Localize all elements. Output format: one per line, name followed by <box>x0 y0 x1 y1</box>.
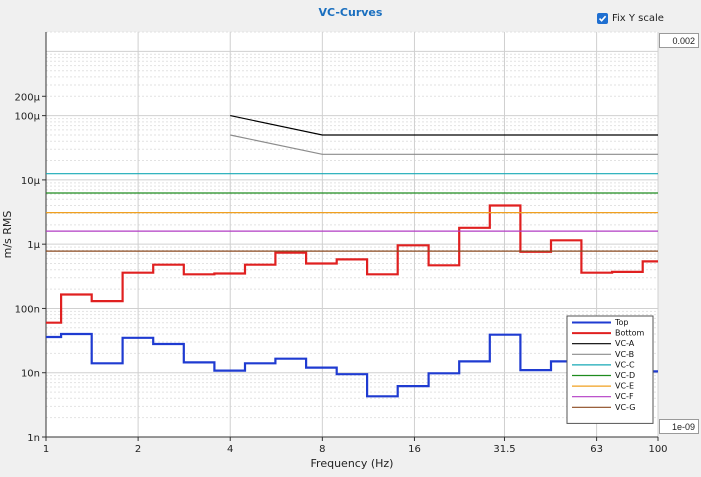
x-tick-label: 1 <box>43 444 49 455</box>
y-tick-label: 200µ <box>15 92 41 103</box>
y-min-input[interactable] <box>659 419 699 434</box>
y-tick-label: 100n <box>15 304 40 315</box>
x-tick-label: 8 <box>319 444 325 455</box>
x-tick-label: 63 <box>590 444 603 455</box>
y-tick-label: 1n <box>27 433 40 444</box>
legend-label: VC-G <box>615 403 635 412</box>
legend-label: Bottom <box>615 329 645 338</box>
series-vc-b <box>230 134 658 155</box>
legend-label: Top <box>614 318 629 327</box>
y-axis-label: m/s RMS <box>1 211 14 259</box>
x-tick-label: 16 <box>408 444 421 455</box>
x-tick-label: 100 <box>648 444 667 455</box>
x-tick-label: 4 <box>227 444 233 455</box>
legend-label: VC-E <box>615 382 634 391</box>
series-bottom <box>46 204 658 324</box>
plot-area <box>46 32 658 437</box>
checkmark-icon <box>597 13 608 24</box>
y-tick-label: 10µ <box>21 176 41 187</box>
legend-label: VC-F <box>615 392 634 401</box>
y-tick-label: 100µ <box>15 112 41 123</box>
x-tick-label: 31.5 <box>493 444 515 455</box>
legend-label: VC-A <box>615 339 635 348</box>
legend-label: VC-D <box>615 371 635 380</box>
y-tick-label: 1µ <box>27 240 40 251</box>
y-tick-label: 10n <box>21 369 40 380</box>
chart-title: VC-Curves <box>318 6 383 19</box>
fix-y-scale-checkbox[interactable]: Fix Y scale <box>597 13 664 24</box>
fix-y-scale-label: Fix Y scale <box>612 13 664 24</box>
x-tick-label: 2 <box>135 444 141 455</box>
legend-label: VC-B <box>615 350 634 359</box>
legend-label: VC-C <box>615 360 635 369</box>
y-max-input[interactable] <box>659 33 699 48</box>
series-vc-a <box>230 115 658 136</box>
x-axis-label: Frequency (Hz) <box>311 457 394 470</box>
series-top <box>46 332 658 398</box>
